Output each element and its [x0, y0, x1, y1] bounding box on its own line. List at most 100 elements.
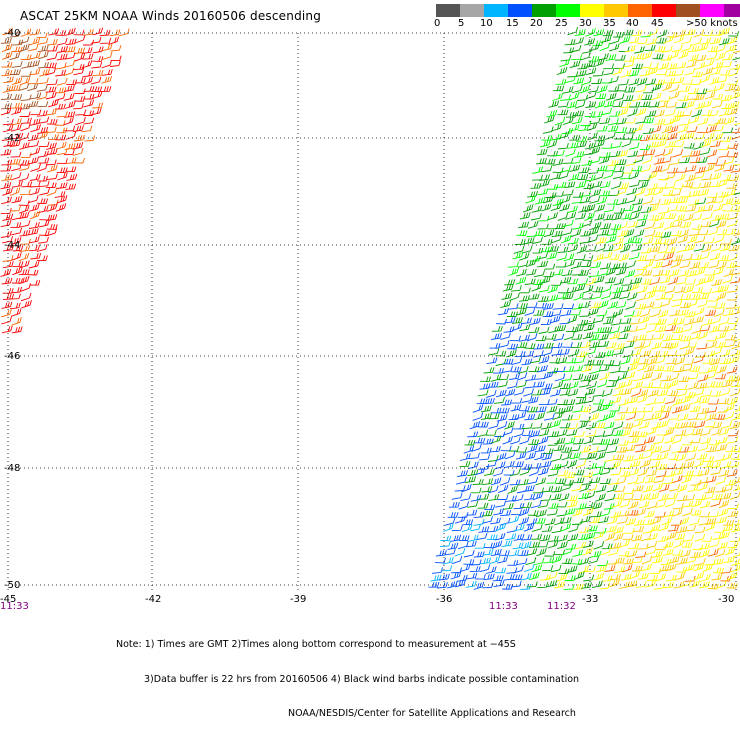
wind-barb: [628, 543, 639, 548]
wind-barb: [629, 171, 639, 179]
wind-barb: [685, 29, 696, 35]
wind-barb: [726, 303, 737, 309]
wind-barb: [557, 574, 567, 582]
wind-barb: [614, 208, 625, 213]
wind-barb: [590, 517, 600, 523]
wind-barb: [467, 432, 478, 437]
wind-barb: [21, 71, 32, 76]
wind-barb: [37, 85, 47, 92]
wind-barb: [652, 551, 662, 558]
wind-barb: [631, 310, 641, 317]
wind-barb: [688, 373, 699, 379]
wind-barb: [713, 62, 723, 69]
wind-barb: [637, 286, 647, 293]
wind-barb: [722, 421, 732, 428]
wind-barb: [456, 477, 466, 484]
wind-barb: [642, 451, 652, 459]
wind-barb: [590, 262, 601, 268]
wind-barb: [538, 224, 549, 229]
wind-barb: [623, 558, 634, 564]
wind-barb: [681, 44, 691, 52]
wind-barb: [717, 542, 727, 549]
wind-barb: [629, 180, 639, 187]
wind-barb: [700, 148, 710, 155]
wind-barb: [552, 526, 562, 532]
wind-barb: [632, 566, 643, 572]
wind-barb: [74, 48, 85, 54]
wind-barb: [598, 230, 608, 236]
wind-barb: [596, 197, 606, 204]
wind-barb: [664, 222, 674, 230]
wind-barb: [56, 142, 66, 149]
wind-barb: [557, 253, 567, 260]
wind-barb: [694, 307, 704, 315]
wind-barb: [550, 358, 561, 363]
wind-barb: [477, 399, 488, 404]
wind-barb: [484, 367, 494, 373]
wind-barb: [722, 206, 733, 211]
wind-barb: [629, 78, 639, 85]
wind-barb: [626, 188, 636, 195]
wind-barb: [597, 445, 607, 452]
wind-barb: [635, 552, 646, 558]
time-label: 11:33: [0, 601, 29, 612]
wind-barb: [641, 279, 652, 284]
wind-barb: [10, 222, 20, 227]
wind-barb: [568, 238, 579, 244]
wind-barb: [590, 118, 600, 124]
wind-barb: [558, 101, 568, 107]
wind-barb: [683, 535, 693, 541]
wind-barb: [473, 404, 483, 412]
wind-barb: [562, 342, 573, 347]
wind-barb: [665, 213, 676, 218]
wind-barb: [658, 536, 669, 541]
wind-barb: [669, 91, 679, 99]
wind-barb: [46, 87, 57, 93]
wind-barb: [39, 230, 50, 235]
wind-barb: [583, 575, 593, 581]
wind-barb: [577, 278, 587, 285]
wind-barb: [19, 142, 29, 149]
wind-barb: [686, 205, 696, 211]
wind-barb: [690, 262, 700, 269]
wind-barb: [567, 279, 578, 284]
wind-barb: [634, 520, 645, 526]
wind-barb: [649, 461, 659, 468]
wind-barb: [494, 397, 504, 403]
wind-barb: [710, 38, 720, 44]
wind-barb: [568, 27, 578, 35]
wind-barb: [512, 357, 522, 364]
wind-barb: [695, 206, 705, 213]
wind-barb: [110, 30, 120, 36]
wind-barb: [93, 70, 104, 76]
wind-barb: [514, 429, 524, 437]
wind-barb: [517, 230, 528, 235]
wind-barb: [519, 252, 529, 260]
wind-barb: [557, 541, 567, 548]
wind-barb: [562, 270, 572, 276]
wind-barb: [673, 149, 683, 157]
wind-barb: [550, 420, 560, 428]
wind-barb: [556, 262, 567, 267]
wind-barb: [600, 509, 610, 517]
wind-barb: [652, 483, 662, 491]
wind-barb: [491, 333, 501, 339]
wind-barb: [532, 248, 543, 253]
wind-barb: [658, 207, 669, 213]
wind-barb: [47, 79, 58, 84]
wind-barb: [441, 566, 452, 571]
wind-barb: [489, 421, 499, 428]
wind-barb: [487, 357, 498, 363]
wind-barb: [730, 350, 740, 356]
wind-barb: [499, 340, 509, 347]
wind-barb: [28, 134, 38, 140]
wind-barb: [599, 191, 610, 196]
wind-barb: [710, 141, 720, 147]
wind-barb: [730, 388, 740, 396]
wind-barb: [614, 63, 625, 68]
wind-barb: [731, 237, 740, 245]
wind-barb: [699, 543, 710, 548]
wind-barb: [596, 237, 607, 243]
wind-barb: [642, 382, 653, 387]
wind-barb: [649, 102, 660, 108]
